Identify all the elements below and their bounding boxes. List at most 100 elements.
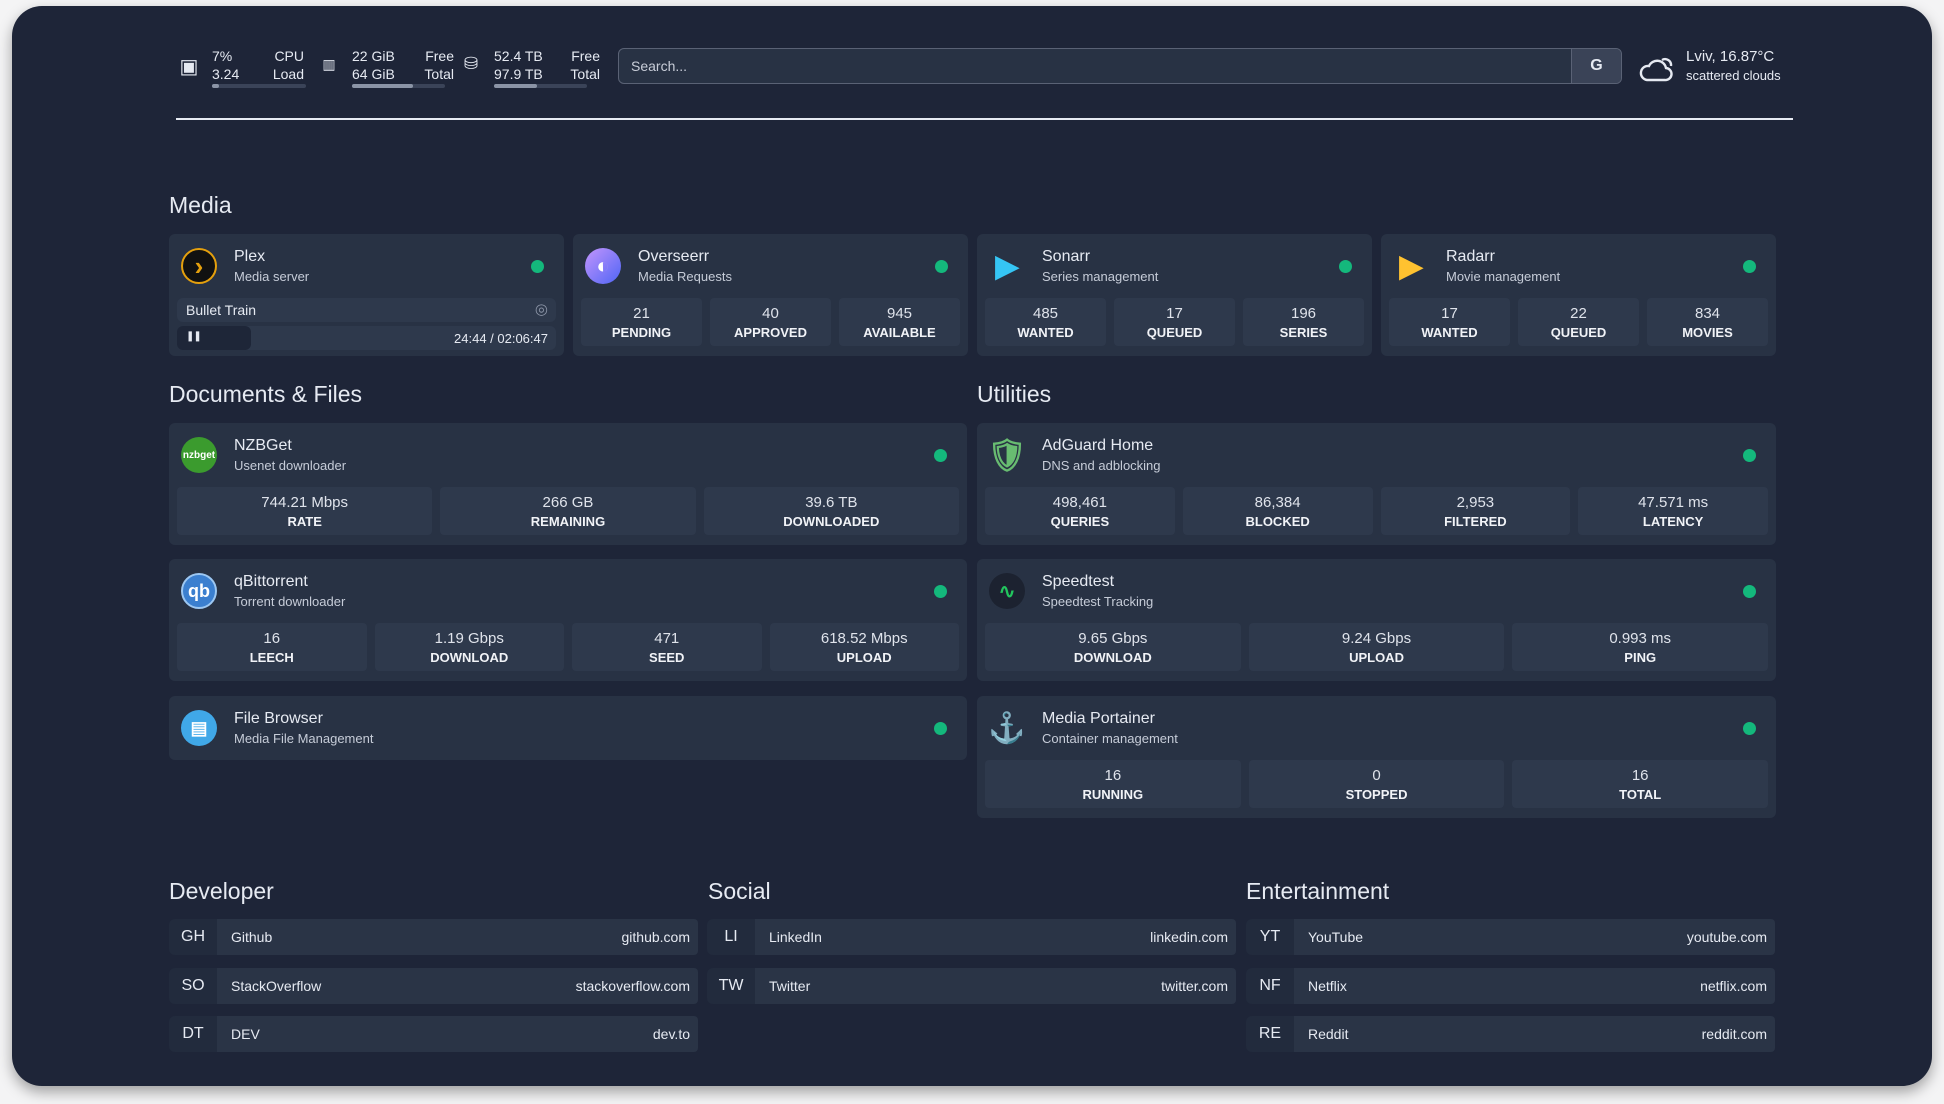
stat-value: 17 bbox=[1166, 305, 1183, 322]
cpu-label: CPU bbox=[274, 48, 304, 64]
link-abbreviation: LI bbox=[707, 919, 755, 955]
stat-label: QUEUED bbox=[1550, 325, 1607, 340]
service-description: Movie management bbox=[1446, 269, 1561, 284]
cpu-widget: ▣ 7% 3.24 CPU Load bbox=[176, 44, 306, 90]
search-input[interactable] bbox=[619, 49, 1567, 83]
nzbget-icon: nzbget bbox=[181, 437, 217, 473]
link-linkedin[interactable]: LI LinkedIn linkedin.com bbox=[707, 919, 1236, 955]
status-indicator bbox=[1339, 260, 1352, 273]
link-bar[interactable]: DEV dev.to bbox=[217, 1016, 698, 1052]
weather-widget: Lviv, 16.87°C scattered clouds bbox=[1638, 46, 1798, 90]
stat-label: QUEUED bbox=[1146, 325, 1203, 340]
stat-value: 47.571 ms bbox=[1638, 494, 1709, 511]
stat-downloaded: 39.6 TB DOWNLOADED bbox=[703, 487, 959, 535]
stat-label: WANTED bbox=[1017, 325, 1074, 340]
status-indicator bbox=[1743, 449, 1756, 462]
service-name: Overseerr bbox=[638, 248, 710, 265]
section-title-developer: Developer bbox=[169, 878, 274, 904]
stats-row: 9.65 Gbps DOWNLOAD 9.24 Gbps UPLOAD 0.993 ms… bbox=[985, 623, 1769, 671]
link-stackoverflow[interactable]: SO StackOverflow stackoverflow.com bbox=[169, 967, 698, 1004]
free-label: Free bbox=[425, 48, 454, 64]
stat-label: AVAILABLE bbox=[863, 325, 936, 340]
stat-label: BLOCKED bbox=[1245, 514, 1310, 529]
stat-blocked: 86,384 BLOCKED bbox=[1182, 487, 1373, 535]
service-description: Media server bbox=[234, 269, 310, 284]
cloud-icon bbox=[1639, 57, 1673, 82]
memory-icon: ▥ bbox=[322, 56, 336, 72]
now-playing-title: Bullet Train bbox=[186, 302, 257, 318]
pause-icon[interactable]: ❚❚ bbox=[186, 331, 202, 342]
link-abbreviation: RE bbox=[1246, 1016, 1294, 1052]
link-url: netflix.com bbox=[1700, 977, 1767, 994]
service-card-plex[interactable]: › Plex Media server Bullet Train ◎ ❚❚ 24:44 / … bbox=[169, 234, 564, 356]
link-abbreviation: GH bbox=[169, 919, 217, 955]
service-description: Speedtest Tracking bbox=[1042, 594, 1154, 609]
service-card-radarr[interactable]: ▶ Radarr Movie management 17 WANTED 22 QUEUED 8… bbox=[1381, 234, 1776, 356]
weather-location-temp: Lviv, 16.87°C bbox=[1686, 48, 1775, 65]
service-card-nzbget[interactable]: nzbget NZBGet Usenet downloader 744.21 Mbps… bbox=[169, 423, 967, 545]
sonarr-icon: ▶ bbox=[995, 249, 1019, 283]
stat-pending: 21 PENDING bbox=[581, 298, 702, 346]
disk-widget: ⛁ 52.4 TB 97.9 TB Free Total bbox=[458, 44, 608, 90]
service-card-speedtest[interactable]: ∿ Speedtest Speedtest Tracking 9.65 Gbps DOW… bbox=[977, 559, 1776, 681]
stat-label: REMAINING bbox=[530, 514, 606, 529]
section-title-documents: Documents & Files bbox=[169, 381, 363, 407]
service-name: qBittorrent bbox=[234, 573, 308, 590]
load-label: Load bbox=[272, 66, 304, 82]
stat-ping: 0.993 ms PING bbox=[1512, 623, 1769, 671]
stat-value: 485 bbox=[1032, 305, 1059, 322]
search-engine-button[interactable]: G bbox=[1571, 49, 1621, 83]
link-bar[interactable]: LinkedIn linkedin.com bbox=[755, 919, 1236, 955]
service-card-overseerr[interactable]: ◐ Overseerr Media Requests 21 PENDING 40 APPRO… bbox=[573, 234, 968, 356]
service-description: Container management bbox=[1042, 731, 1178, 746]
stat-label: PING bbox=[1624, 650, 1657, 665]
status-indicator bbox=[934, 449, 947, 462]
link-reddit[interactable]: RE Reddit reddit.com bbox=[1246, 1016, 1775, 1052]
memory-bar bbox=[352, 84, 445, 88]
link-bar[interactable]: Github github.com bbox=[217, 919, 698, 955]
link-url: dev.to bbox=[652, 1026, 690, 1042]
stats-row: 498,461 QUERIES 86,384 BLOCKED 2,953 FILTERED… bbox=[985, 487, 1768, 535]
link-abbreviation: YT bbox=[1246, 919, 1294, 955]
link-dev[interactable]: DT DEV dev.to bbox=[169, 1016, 698, 1052]
link-netflix[interactable]: NF Netflix netflix.com bbox=[1246, 967, 1775, 1004]
link-url: github.com bbox=[621, 929, 690, 945]
cpu-bar-fill bbox=[212, 84, 219, 88]
stat-label: MOVIES bbox=[1682, 325, 1733, 340]
link-bar[interactable]: YouTube youtube.com bbox=[1294, 919, 1775, 955]
link-name: StackOverflow bbox=[231, 977, 322, 994]
service-card-media-portainer[interactable]: ⚓ Media Portainer Container management 16 RU… bbox=[977, 696, 1776, 818]
link-bar[interactable]: StackOverflow stackoverflow.com bbox=[217, 967, 698, 1004]
service-card-qbittorrent[interactable]: qb qBittorrent Torrent downloader 16 LEECH 1.… bbox=[169, 559, 967, 681]
status-indicator bbox=[934, 722, 947, 735]
service-description: Media File Management bbox=[234, 731, 374, 746]
link-github[interactable]: GH Github github.com bbox=[169, 919, 698, 955]
link-bar[interactable]: Reddit reddit.com bbox=[1294, 1016, 1775, 1052]
link-url: linkedin.com bbox=[1150, 929, 1228, 945]
link-twitter[interactable]: TW Twitter twitter.com bbox=[707, 967, 1236, 1004]
stat-label: STOPPED bbox=[1345, 787, 1408, 802]
memory-widget: ▥ 22 GiB 64 GiB Free Total bbox=[316, 44, 456, 90]
link-youtube[interactable]: YT YouTube youtube.com bbox=[1246, 919, 1775, 955]
link-bar[interactable]: Twitter twitter.com bbox=[755, 967, 1236, 1004]
link-url: twitter.com bbox=[1161, 977, 1228, 994]
file-browser-icon: ▤ bbox=[181, 710, 217, 746]
stat-available: 945 AVAILABLE bbox=[839, 298, 960, 346]
qbittorrent-icon: qb bbox=[181, 573, 217, 609]
stats-row: 21 PENDING 40 APPROVED 945 AVAILABLE bbox=[581, 298, 960, 346]
stat-latency: 47.571 ms LATENCY bbox=[1578, 487, 1768, 535]
disk-free: 52.4 TB bbox=[494, 48, 543, 64]
service-card-file-browser[interactable]: ▤ File Browser Media File Management bbox=[169, 696, 967, 760]
stat-queued: 17 QUEUED bbox=[1114, 298, 1235, 346]
stat-label: UPLOAD bbox=[836, 650, 892, 665]
dashboard-window: ▣ 7% 3.24 CPU Load ▥ 22 GiB 64 GiB Free Tota… bbox=[12, 6, 1932, 1086]
service-name: AdGuard Home bbox=[1042, 437, 1154, 454]
link-abbreviation: TW bbox=[707, 967, 755, 1004]
stream-info-icon[interactable]: ◎ bbox=[534, 301, 548, 318]
link-bar[interactable]: Netflix netflix.com bbox=[1294, 967, 1775, 1004]
service-name: File Browser bbox=[234, 710, 323, 727]
service-card-adguard-home[interactable]: 🛡 AdGuard Home DNS and adblocking 498,461 QU… bbox=[977, 423, 1776, 545]
service-card-sonarr[interactable]: ▶ Sonarr Series management 485 WANTED 17 QUEUE… bbox=[977, 234, 1372, 356]
portainer-icon: ⚓ bbox=[988, 711, 1026, 745]
stat-seed: 471 SEED bbox=[572, 623, 762, 671]
